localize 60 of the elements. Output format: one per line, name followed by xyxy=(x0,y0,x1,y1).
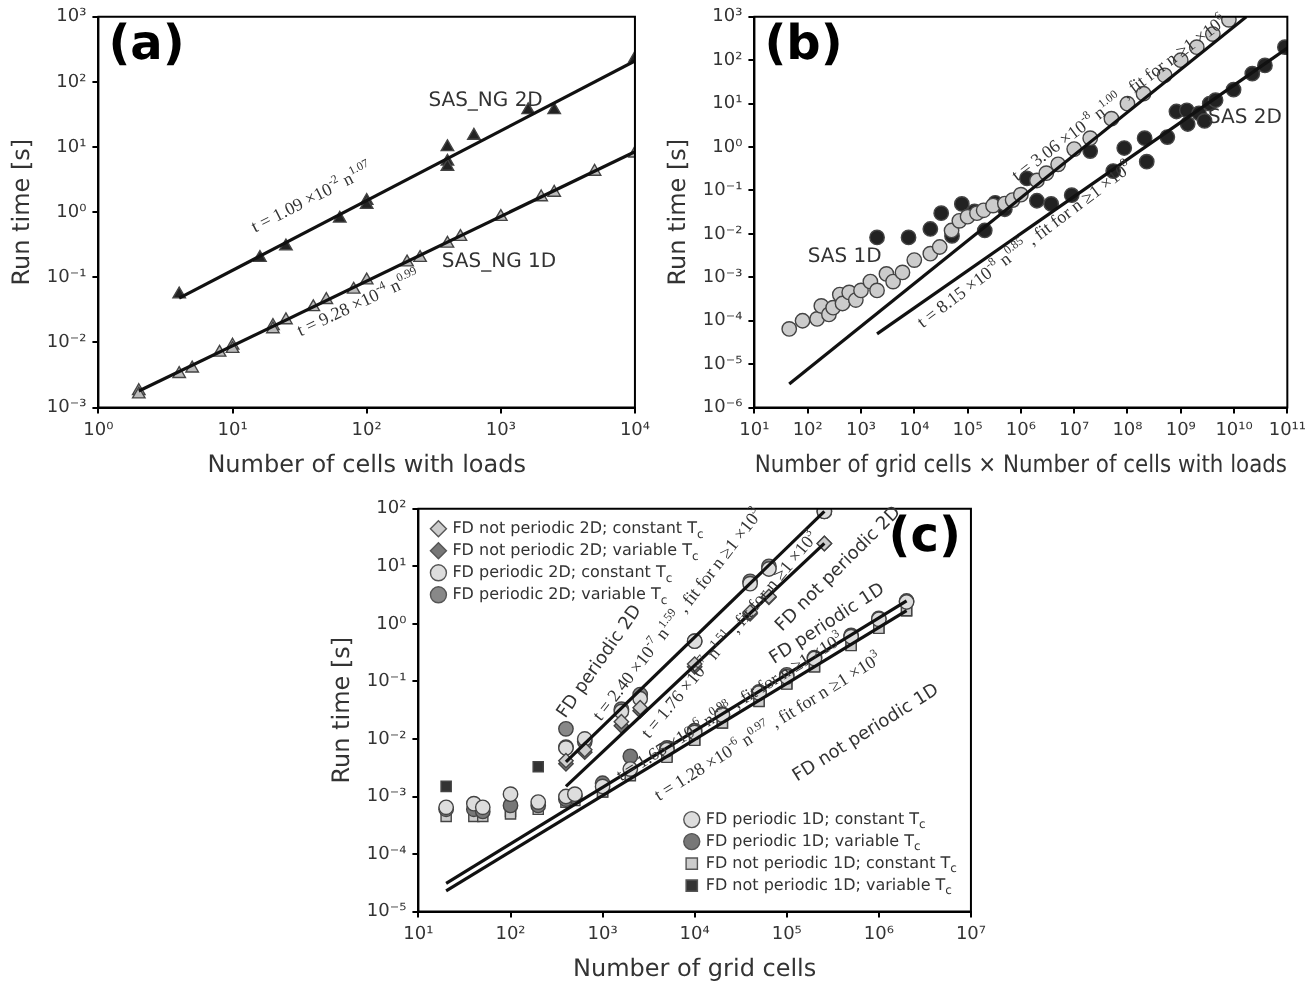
x-tick-label: 10¹⁰ xyxy=(1215,421,1254,442)
y-tick-label: 10² xyxy=(376,499,408,520)
y-tick-label: 10⁻³ xyxy=(46,398,88,419)
y-axis-title: Run time [s] xyxy=(326,636,355,784)
x-tick-label: 10² xyxy=(792,421,824,442)
y-tick-label: 10⁻¹ xyxy=(702,181,744,202)
y-tick-label: 10⁻⁴ xyxy=(702,311,744,332)
y-tick-label: 10⁰ xyxy=(712,137,744,158)
x-tick-label: 10¹¹ xyxy=(1268,421,1307,442)
x-tick-label: 10⁶ xyxy=(1005,421,1037,442)
y-tick-label: 10² xyxy=(712,50,744,71)
y-tick-label: 10⁻⁶ xyxy=(702,398,744,419)
x-tick-label: 10⁴ xyxy=(679,925,711,946)
y-tick-label: 10² xyxy=(56,72,88,93)
y-tick-label: 10⁰ xyxy=(376,614,408,635)
x-tick-label: 10⁷ xyxy=(955,925,987,946)
y-tick-label: 10⁻¹ xyxy=(366,672,408,693)
y-tick-label: 10⁰ xyxy=(56,202,88,223)
x-tick-label: 10³ xyxy=(845,421,877,442)
y-axis-title: Run time [s] xyxy=(6,138,35,286)
annotation: SAS 1D xyxy=(807,246,883,269)
y-tick-label: 10¹ xyxy=(56,137,88,158)
x-axis-title: Number of cells with loads xyxy=(207,449,526,478)
x-tick-label: 10⁴ xyxy=(619,421,651,442)
y-tick-label: 10⁻² xyxy=(366,729,408,750)
y-tick-label: 10⁻⁵ xyxy=(366,902,408,923)
annotation: SAS_NG 1D xyxy=(441,251,557,274)
y-tick-label: 10¹ xyxy=(376,557,408,578)
y-tick-label: 10³ xyxy=(56,7,88,28)
x-tick-label: 10² xyxy=(351,421,383,442)
y-tick-label: 10⁻³ xyxy=(366,787,408,808)
x-axis-title: Number of grid cells xyxy=(573,953,817,982)
x-tick-label: 10³ xyxy=(485,421,517,442)
y-tick-label: 10⁻² xyxy=(46,333,88,354)
x-tick-label: 10¹ xyxy=(403,925,435,946)
x-tick-label: 10⁰ xyxy=(83,421,115,442)
y-tick-label: 10¹ xyxy=(712,94,744,115)
x-tick-label: 10¹ xyxy=(217,421,249,442)
x-tick-label: 10⁹ xyxy=(1165,421,1197,442)
annotation: SAS 2D xyxy=(1207,106,1283,129)
x-tick-label: 10⁴ xyxy=(899,421,931,442)
annotation: SAS_NG 2D xyxy=(428,90,544,113)
y-tick-label: 10⁻⁵ xyxy=(702,354,744,375)
x-tick-label: 10⁸ xyxy=(1112,421,1144,442)
chart-title: (a) xyxy=(108,15,185,72)
x-tick-label: 10⁵ xyxy=(771,925,803,946)
x-tick-label: 10² xyxy=(495,925,527,946)
y-axis-title: Run time [s] xyxy=(662,138,691,286)
y-tick-label: 10⁻³ xyxy=(702,268,744,289)
x-tick-label: 10⁵ xyxy=(952,421,984,442)
y-tick-label: 10⁻⁴ xyxy=(366,844,408,865)
x-tick-label: 10⁷ xyxy=(1059,421,1091,442)
x-tick-label: 10⁶ xyxy=(863,925,895,946)
x-tick-label: 10³ xyxy=(587,925,619,946)
y-tick-label: 10³ xyxy=(712,7,744,28)
y-tick-label: 10⁻² xyxy=(702,224,744,245)
x-axis-title: Number of grid cells × Number of cells with loads xyxy=(754,448,1288,479)
x-tick-label: 10¹ xyxy=(739,421,771,442)
y-tick-label: 10⁻¹ xyxy=(46,268,88,289)
chart-title: (b) xyxy=(764,15,843,72)
